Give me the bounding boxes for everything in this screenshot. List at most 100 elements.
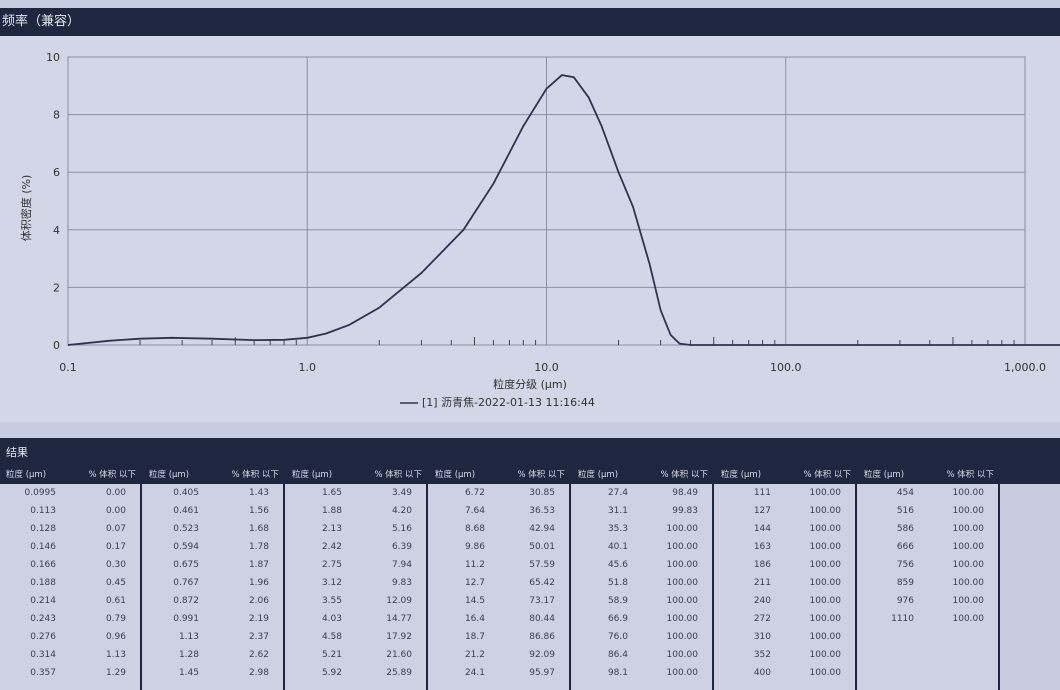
size-cell: 0.214 <box>30 596 56 606</box>
size-cell: 24.1 <box>464 668 485 678</box>
pct-cell: 100.00 <box>666 614 699 624</box>
column-headers: 粒度 (μm) % 体积 以下 <box>0 466 142 484</box>
x-axis-label: 粒度分级 (μm) <box>493 377 567 391</box>
pct-cell: 0.96 <box>105 632 126 642</box>
pct-cell: 0.17 <box>105 542 126 552</box>
table-row: 0.128 0.07 <box>0 520 140 538</box>
size-cell: 6.72 <box>464 488 485 498</box>
table-row: 12.7 65.42 <box>429 574 569 592</box>
size-cell: 127 <box>753 506 771 516</box>
size-cell: 40.1 <box>607 542 628 552</box>
size-cell: 1.88 <box>321 506 342 516</box>
results-table-body: 6.72 30.85 7.64 36.53 8.68 42.94 9.86 50.01 11.2… <box>429 484 571 690</box>
results-column-group: 粒度 (μm) % 体积 以下 454 100.00 516 100.00 586 100.0… <box>858 466 1000 690</box>
col-size-header: 粒度 (μm) <box>6 470 47 480</box>
pct-cell: 100.00 <box>952 560 985 570</box>
pct-cell: 100.00 <box>666 578 699 588</box>
pct-cell: 1.29 <box>105 668 126 678</box>
pct-cell: 100.00 <box>809 560 842 570</box>
table-row: 3.55 12.09 <box>286 592 426 610</box>
size-cell: 18.7 <box>464 632 485 642</box>
table-row: 76.0 100.00 <box>572 628 712 646</box>
pct-cell: 100.00 <box>809 650 842 660</box>
column-headers: 粒度 (μm) % 体积 以下 <box>143 466 285 484</box>
size-cell: 0.767 <box>173 578 199 588</box>
pct-cell: 30.85 <box>529 488 555 498</box>
size-cell: 45.6 <box>607 560 628 570</box>
pct-cell: 0.07 <box>105 524 126 534</box>
table-row: 4.58 17.92 <box>286 628 426 646</box>
results-title: 结果 <box>6 446 28 459</box>
results-column-group: 粒度 (μm) % 体积 以下 6.72 30.85 7.64 36.53 8.68 42.9… <box>429 466 571 690</box>
table-row: 11.2 57.59 <box>429 556 569 574</box>
pct-cell: 21.60 <box>386 650 412 660</box>
table-row: 0.214 0.61 <box>0 592 140 610</box>
table-row: 4.03 14.77 <box>286 610 426 628</box>
size-cell: 0.0995 <box>24 488 57 498</box>
size-cell: 0.461 <box>173 506 199 516</box>
pct-cell: 100.00 <box>809 632 842 642</box>
column-headers: 粒度 (μm) % 体积 以下 <box>572 466 714 484</box>
table-row: 16.4 80.44 <box>429 610 569 628</box>
pct-cell: 100.00 <box>666 668 699 678</box>
pct-cell: 0.00 <box>105 488 126 498</box>
table-row: 5.92 25.89 <box>286 664 426 682</box>
size-cell: 35.3 <box>607 524 628 534</box>
table-row: 14.5 73.17 <box>429 592 569 610</box>
table-row: 2.13 5.16 <box>286 520 426 538</box>
pct-cell: 100.00 <box>809 668 842 678</box>
table-row: 18.7 86.86 <box>429 628 569 646</box>
col-pct-header: % 体积 以下 <box>946 470 994 480</box>
results-table-body: 27.4 98.49 31.1 99.83 35.3 100.00 40.1 100.00 45… <box>572 484 714 690</box>
pct-cell: 100.00 <box>952 524 985 534</box>
size-cell: 666 <box>896 542 914 552</box>
table-row: 7.64 36.53 <box>429 502 569 520</box>
x-tick-label: 100.0 <box>770 361 802 374</box>
pct-cell: 57.59 <box>529 560 555 570</box>
table-row: 111 100.00 <box>715 484 855 502</box>
table-row: 3.12 9.83 <box>286 574 426 592</box>
table-row: 976 100.00 <box>858 592 998 610</box>
pct-cell: 3.49 <box>391 488 412 498</box>
table-row: 127 100.00 <box>715 502 855 520</box>
size-cell: 7.64 <box>464 506 485 516</box>
table-row: 0.461 1.56 <box>143 502 283 520</box>
table-row: 859 100.00 <box>858 574 998 592</box>
size-cell: 0.113 <box>30 506 56 516</box>
size-cell: 111 <box>753 488 771 498</box>
size-cell: 16.4 <box>464 614 485 624</box>
pct-cell: 1.56 <box>248 506 269 516</box>
size-cell: 12.7 <box>464 578 485 588</box>
table-row: 5.21 21.60 <box>286 646 426 664</box>
table-row: 1.65 3.49 <box>286 484 426 502</box>
table-row: 586 100.00 <box>858 520 998 538</box>
pct-cell: 36.53 <box>529 506 555 516</box>
pct-cell: 6.39 <box>391 542 412 552</box>
table-row: 240 100.00 <box>715 592 855 610</box>
pct-cell: 0.61 <box>105 596 126 606</box>
pct-cell: 95.97 <box>529 668 555 678</box>
table-row: 35.3 100.00 <box>572 520 712 538</box>
size-cell: 976 <box>896 596 914 606</box>
pct-cell: 4.20 <box>391 506 412 516</box>
table-row: 8.68 42.94 <box>429 520 569 538</box>
table-row: 0.991 2.19 <box>143 610 283 628</box>
pct-cell: 100.00 <box>666 596 699 606</box>
y-axis-label: 体积密度 (%) <box>19 175 33 242</box>
pct-cell: 1.78 <box>248 542 269 552</box>
column-headers: 粒度 (μm) % 体积 以下 <box>429 466 571 484</box>
pct-cell: 100.00 <box>952 596 985 606</box>
size-cell: 5.92 <box>321 668 342 678</box>
table-row: 0.872 2.06 <box>143 592 283 610</box>
pct-cell: 100.00 <box>666 542 699 552</box>
table-row: 0.767 1.96 <box>143 574 283 592</box>
size-cell: 98.1 <box>607 668 628 678</box>
size-cell: 0.276 <box>30 632 56 642</box>
size-cell: 2.13 <box>321 524 342 534</box>
col-pct-header: % 体积 以下 <box>374 470 422 480</box>
pct-cell: 86.86 <box>529 632 555 642</box>
size-cell: 11.2 <box>464 560 485 570</box>
results-column-group: 粒度 (μm)% 体积 以下 1.65 3.49 1.88 4.20 2.13 5.16 2.… <box>286 466 428 690</box>
y-tick-label: 0 <box>53 339 60 352</box>
